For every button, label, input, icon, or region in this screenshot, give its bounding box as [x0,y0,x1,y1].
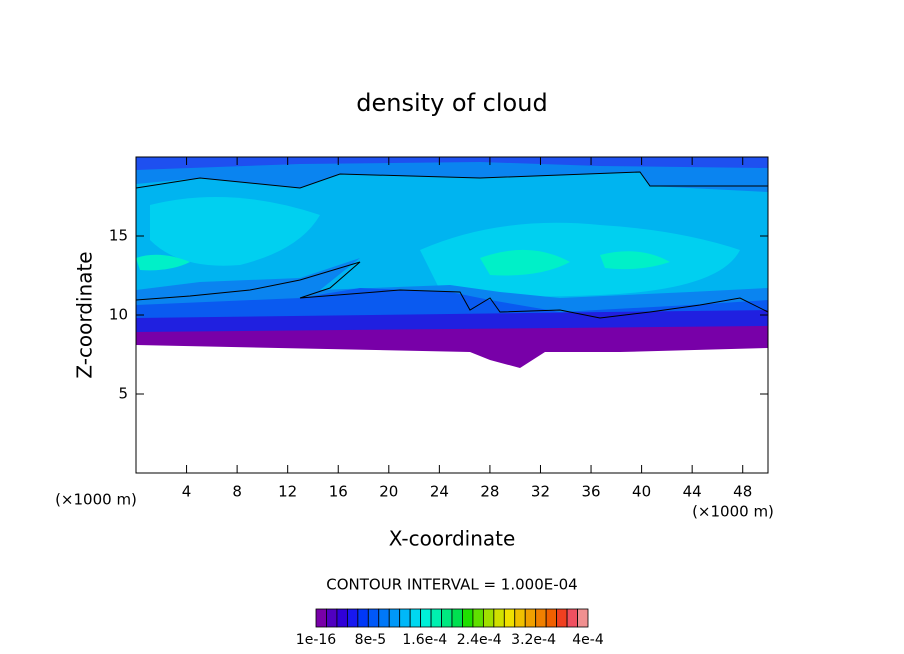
contour-interval: CONTOUR INTERVAL = 1.000E-04 [326,576,577,594]
y-tick-label: 5 [118,385,128,403]
colorbar-swatch [367,608,380,628]
colorbar-label: 2.4e-4 [457,632,502,648]
x-tick-label: 8 [232,483,242,501]
colorbar-swatch [482,608,495,628]
x-unit: (×1000 m) [692,503,774,521]
x-tick-label: 44 [683,483,702,501]
colorbar-swatch [451,608,463,628]
x-tick-label: 20 [379,483,398,501]
colorbar-swatch [409,608,422,628]
x-tick-label: 36 [581,483,600,501]
colorbar-swatch [514,608,526,628]
x-tick-label: 4 [182,483,192,501]
x-axis-label: X-coordinate [389,527,516,551]
colorbar-swatch [388,608,401,628]
y-unit: (×1000 m) [55,491,137,509]
colorbar-swatch [503,608,516,628]
x-tick-label: 32 [531,483,550,501]
colorbar-swatch [420,608,432,628]
colorbar-swatch [326,608,338,628]
colorbar-swatch [493,608,505,628]
colorbar-swatch [441,608,453,628]
colorbar-label: 1e-16 [296,632,336,648]
colorbar-swatch [577,608,589,628]
x-tick-label: 16 [329,483,348,501]
colorbar-label: 1.6e-4 [402,632,447,648]
colorbar-swatch [535,608,547,628]
x-tick-label: 40 [632,483,651,501]
colorbar-swatch [336,608,348,628]
colorbar-label: 8e-5 [355,632,386,648]
colorbar-label: 3.2e-4 [511,632,556,648]
colorbar-swatch [472,608,484,628]
colorbar-swatch [566,608,578,628]
colorbar-swatch [315,608,327,628]
y-axis-label: Z-coordinate [73,251,97,378]
colorbar-label: 4e-4 [572,632,604,648]
x-tick-label: 28 [480,483,499,501]
colorbar-swatch [524,608,537,628]
colorbar-swatch [378,608,390,628]
colorbar-swatch [545,608,558,628]
x-tick-label: 12 [278,483,297,501]
colorbar-swatch [399,608,411,628]
colorbar-swatch [556,608,568,628]
chart-title: density of cloud [356,89,547,117]
field [135,157,769,368]
colorbar-swatch [346,608,359,628]
colorbar-swatch [462,608,474,628]
colorbar-swatch [357,608,369,628]
y-tick-label: 10 [109,306,128,324]
x-tick-label: 48 [733,483,752,501]
y-tick-label: 15 [109,227,128,245]
x-tick-label: 24 [430,483,449,501]
colorbar-swatch [430,608,442,628]
